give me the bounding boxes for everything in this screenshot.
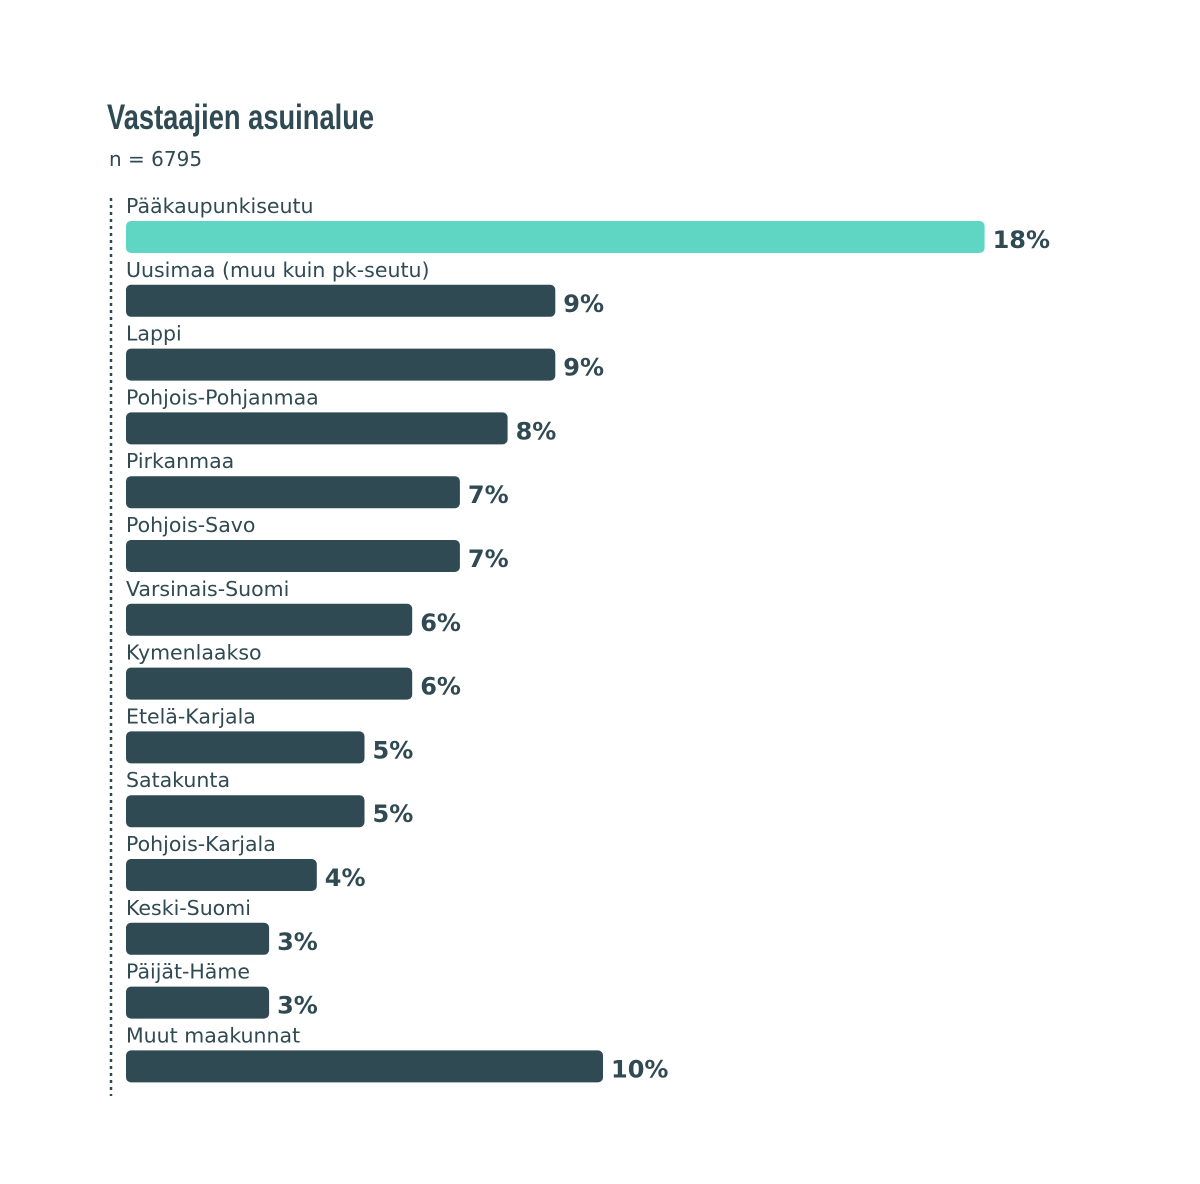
category-label: Kymenlaakso [126,641,262,665]
category-label: Varsinais-Suomi [126,577,289,601]
category-label: Satakunta [126,768,230,792]
category-label: Lappi [126,322,182,346]
bar [126,412,508,445]
category-label: Keski-Suomi [126,896,251,920]
data-label: 7% [468,545,509,573]
bar [126,221,985,253]
data-label: 3% [277,992,318,1020]
bar [126,859,317,891]
bar [126,986,270,1019]
data-label: 7% [468,481,509,509]
chart-subtitle: n = 6795 [109,147,203,171]
data-label: 5% [373,800,414,828]
bar [126,731,365,764]
data-label: 10% [611,1055,668,1083]
data-label: 9% [563,290,604,318]
bar [126,667,413,700]
bar [126,540,460,572]
bar [126,348,556,381]
bar [126,795,365,828]
bar [126,603,413,636]
bar [126,922,270,955]
category-label: Muut maakunnat [126,1023,300,1047]
category-label: Pääkaupunkiseutu [126,194,314,218]
category-label: Pirkanmaa [126,449,234,473]
chart-title: Vastaajien asuinalue [107,98,375,137]
data-label: 4% [325,864,366,892]
bar [126,284,556,317]
category-label: Pohjois-Karjala [126,832,276,856]
category-label: Päijät-Häme [126,960,250,984]
bar [126,476,460,509]
data-label: 3% [277,928,318,956]
data-label: 8% [516,417,557,445]
category-label: Uusimaa (muu kuin pk-seutu) [126,258,430,282]
category-label: Etelä-Karjala [126,704,256,728]
data-label: 18% [993,226,1050,254]
data-label: 9% [563,354,604,382]
category-label: Pohjois-Pohjanmaa [126,385,319,409]
data-label: 5% [373,736,414,764]
bar [126,1050,603,1083]
data-label: 6% [420,673,461,701]
category-label: Pohjois-Savo [126,513,255,537]
data-label: 6% [420,609,461,637]
